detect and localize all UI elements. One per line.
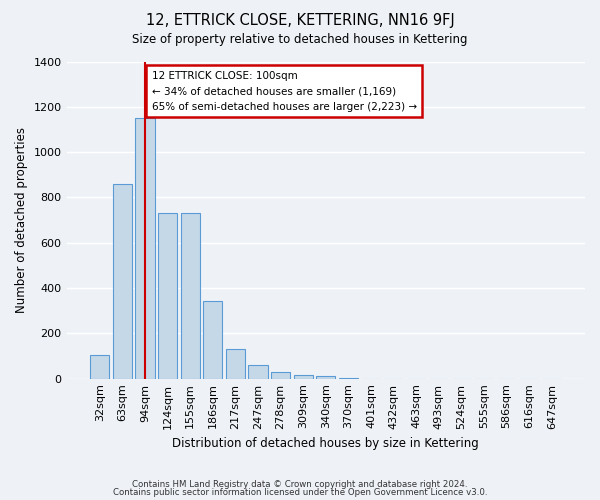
Bar <box>203 300 223 378</box>
Y-axis label: Number of detached properties: Number of detached properties <box>15 127 28 313</box>
Bar <box>181 214 200 378</box>
Bar <box>90 355 109 378</box>
Bar <box>113 184 132 378</box>
Bar <box>248 365 268 378</box>
Text: 12 ETTRICK CLOSE: 100sqm
← 34% of detached houses are smaller (1,169)
65% of sem: 12 ETTRICK CLOSE: 100sqm ← 34% of detach… <box>152 70 417 112</box>
X-axis label: Distribution of detached houses by size in Kettering: Distribution of detached houses by size … <box>172 437 479 450</box>
Text: 12, ETTRICK CLOSE, KETTERING, NN16 9FJ: 12, ETTRICK CLOSE, KETTERING, NN16 9FJ <box>146 12 454 28</box>
Bar <box>293 376 313 378</box>
Text: Contains public sector information licensed under the Open Government Licence v3: Contains public sector information licen… <box>113 488 487 497</box>
Bar <box>226 349 245 378</box>
Text: Size of property relative to detached houses in Kettering: Size of property relative to detached ho… <box>132 32 468 46</box>
Text: Contains HM Land Registry data © Crown copyright and database right 2024.: Contains HM Land Registry data © Crown c… <box>132 480 468 489</box>
Bar <box>136 118 155 378</box>
Bar <box>316 376 335 378</box>
Bar <box>158 214 177 378</box>
Bar <box>271 372 290 378</box>
